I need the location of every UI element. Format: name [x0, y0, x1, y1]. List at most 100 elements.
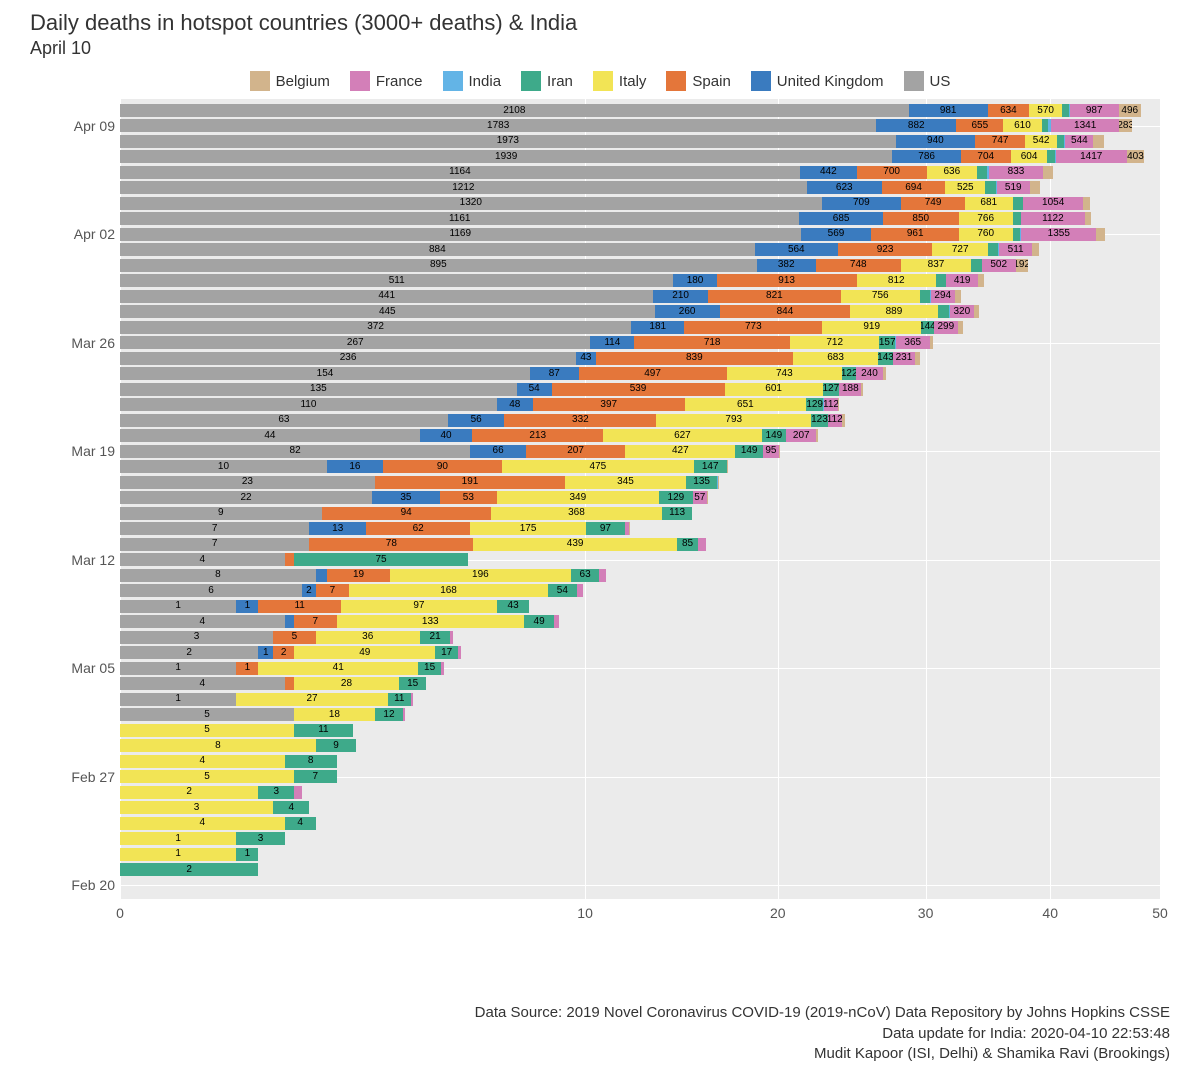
bar-segment: 1169: [120, 228, 801, 241]
bar-row: 11048397651129112: [120, 398, 839, 411]
bar-segment: 157: [879, 336, 895, 349]
bar-segment: 8: [120, 569, 316, 582]
bar-row: 4440213627149207: [120, 429, 818, 442]
bar-segment: [842, 414, 846, 427]
legend-item: Spain: [666, 71, 730, 91]
bar-segment-label: 655: [972, 121, 989, 131]
bars-layer: 2108981634570987496178388265561013412831…: [120, 99, 1160, 899]
bar-row: 19397867046041417403: [120, 150, 1144, 163]
legend-item: US: [904, 71, 951, 91]
bar-segment-label: 7: [212, 524, 218, 534]
bar-segment-label: 78: [386, 539, 397, 549]
bar-segment-label: 7: [313, 617, 319, 627]
bar-row: 15487497743122240: [120, 367, 886, 380]
legend-swatch: [593, 71, 613, 91]
bar-segment-label: 718: [704, 338, 721, 348]
bar-segment-label: 1: [175, 849, 181, 859]
bar-segment: 519: [997, 181, 1030, 194]
bar-segment: 4: [285, 817, 316, 830]
bar-segment: 82: [120, 445, 470, 458]
bar-row: 511: [120, 724, 353, 737]
bar-segment: 57: [693, 491, 706, 504]
bar-segment: 623: [807, 181, 882, 194]
bar-segment-label: 1054: [1042, 198, 1064, 208]
bar-segment: 129: [659, 491, 693, 504]
bar-segment: 1973: [120, 135, 896, 148]
bar-segment: [554, 615, 558, 628]
bar-segment-label: 502: [990, 260, 1007, 270]
bar-segment: 1: [120, 832, 236, 845]
bar-segment-label: 919: [863, 322, 880, 332]
bar-segment-label: 133: [422, 617, 439, 627]
bar-segment: 1161: [120, 212, 799, 225]
legend-label: India: [469, 73, 502, 90]
bar-segment: 1122: [1021, 212, 1084, 225]
bar-segment-label: 511: [1008, 245, 1024, 255]
bar-segment: 123: [811, 414, 827, 427]
bar-segment-label: 43: [580, 353, 591, 363]
bar-segment: 332: [504, 414, 656, 427]
bar-segment-label: 149: [766, 431, 783, 441]
bar-segment-label: 2: [186, 787, 192, 797]
bar-segment-label: 18: [329, 710, 340, 720]
bar-segment: 1164: [120, 166, 800, 179]
bar-segment-label: 709: [853, 198, 870, 208]
chart-subtitle: April 10: [30, 38, 1170, 59]
bar-segment-label: 3: [258, 834, 264, 844]
caption-authors: Mudit Kapoor (ISI, Delhi) & Shamika Ravi…: [475, 1044, 1170, 1064]
bar-segment-label: 129: [806, 400, 823, 410]
bar-segment: 2: [302, 584, 316, 597]
bar-segment-label: 49: [534, 617, 545, 627]
bar-segment-label: 13: [332, 524, 343, 534]
bar-segment-label: 40: [440, 431, 451, 441]
bar-segment: 154: [120, 367, 530, 380]
bar-segment-label: 1939: [495, 152, 517, 162]
bar-segment: 114: [590, 336, 634, 349]
legend-label: Iran: [547, 73, 573, 90]
bar-segment: 35: [372, 491, 440, 504]
bar-segment-label: 90: [437, 462, 448, 472]
bar-segment: 18: [294, 708, 375, 721]
bar-segment-label: 15: [424, 663, 435, 673]
bar-row: 7136217597: [120, 522, 629, 535]
legend-label: US: [930, 73, 951, 90]
bar-segment: 1: [120, 693, 236, 706]
x-tick-label: 10: [577, 905, 593, 921]
bar-segment: 6: [120, 584, 302, 597]
bar-segment-label: 36: [362, 632, 373, 642]
bar-segment: 56: [448, 414, 505, 427]
bar-segment-label: 56: [471, 415, 482, 425]
bar-segment-label: 54: [557, 586, 568, 596]
bar-segment: 299: [934, 321, 958, 334]
bar-segment: 168: [349, 584, 548, 597]
bar-segment: 882: [876, 119, 956, 132]
bar-segment-label: 16: [349, 462, 360, 472]
bar-segment-label: 149: [741, 446, 758, 456]
bar-row: 11: [120, 848, 258, 861]
bar-segment: 44: [120, 429, 420, 442]
bar-segment: 766: [959, 212, 1013, 225]
bar-segment: 53: [440, 491, 497, 504]
bar-segment-label: 97: [600, 524, 611, 534]
bar-segment: 11: [258, 600, 341, 613]
bar-segment: 113: [662, 507, 692, 520]
bar-segment: 382: [757, 259, 816, 272]
bar-segment-label: 372: [367, 322, 384, 332]
bar-segment: 283: [1119, 119, 1132, 132]
bar-segment-label: 231: [896, 353, 913, 363]
bar-segment: 569: [801, 228, 872, 241]
bar-segment: 368: [491, 507, 662, 520]
bar-segment: 372: [120, 321, 631, 334]
bar-segment-label: 112: [824, 400, 838, 410]
bar-segment: 5: [120, 724, 294, 737]
bar-segment: 9: [316, 739, 357, 752]
bar-segment-label: 143: [878, 353, 893, 363]
bar-segment-label: 75: [375, 555, 386, 565]
bar-segment: 188: [839, 383, 861, 396]
bar-segment: 2: [120, 863, 258, 876]
bar-segment: 445: [120, 305, 655, 318]
bar-segment-label: 207: [793, 431, 810, 441]
bar-segment-label: 144: [921, 322, 934, 332]
legend-swatch: [250, 71, 270, 91]
bar-segment: [936, 274, 946, 287]
